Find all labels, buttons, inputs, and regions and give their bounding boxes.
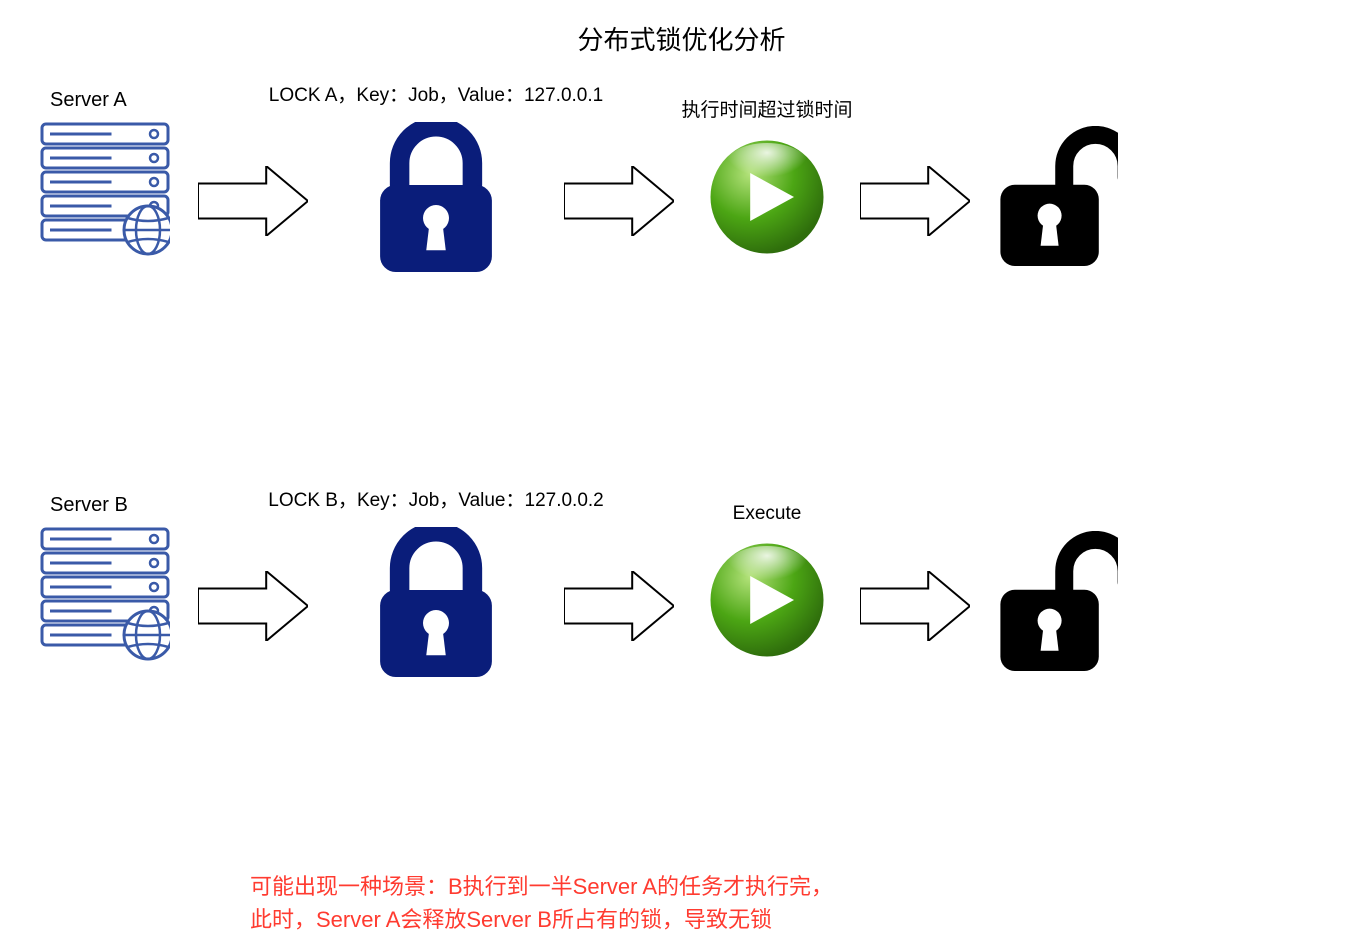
play-a-block: 执行时间超过锁时间 (692, 95, 842, 262)
server-b-label: Server B (50, 494, 128, 517)
arrow-b2 (564, 571, 674, 646)
play-icon (707, 540, 827, 665)
flow-row-a: Server A LOCK A，Key：Job，Value：127.0.0.1 … (30, 80, 1128, 277)
footer-note: 可能出现一种场景：B执行到一半Server A的任务才执行完， 此时，Serve… (250, 870, 833, 936)
lock-a-label: LOCK A，Key：Job，Value：127.0.0.1 (269, 80, 603, 107)
server-icon (40, 122, 170, 269)
arrow-b1 (198, 571, 308, 646)
server-b-block: Server B (30, 494, 180, 674)
server-a-block: Server A (30, 89, 180, 269)
play-b-block: Execute (692, 503, 842, 665)
unlock-a-block (988, 126, 1128, 271)
lock-b-label: LOCK B，Key：Job，Value：127.0.0.2 (268, 485, 604, 512)
page-title: 分布式锁优化分析 (577, 20, 785, 57)
lock-b-block: LOCK B，Key：Job，Value：127.0.0.2 (326, 485, 546, 682)
arrow-a3 (860, 166, 970, 241)
lock-open-icon (998, 126, 1118, 271)
arrow-a1 (198, 166, 308, 241)
arrow-a2 (564, 166, 674, 241)
play-a-label: 执行时间超过锁时间 (682, 95, 853, 122)
play-b-label: Execute (733, 503, 802, 525)
lock-a-block: LOCK A，Key：Job，Value：127.0.0.1 (326, 80, 546, 277)
lock-open-icon (998, 531, 1118, 676)
arrow-b3 (860, 571, 970, 646)
play-icon (707, 137, 827, 262)
server-icon (40, 527, 170, 674)
server-a-label: Server A (50, 89, 127, 112)
flow-row-b: Server B LOCK B，Key：Job，Value：127.0.0.2 … (30, 485, 1128, 682)
lock-closed-icon (371, 527, 501, 682)
footer-line1: 可能出现一种场景：B执行到一半Server A的任务才执行完， (250, 870, 833, 903)
lock-closed-icon (371, 122, 501, 277)
unlock-b-block (988, 531, 1128, 676)
footer-line2: 此时，Server A会释放Server B所占有的锁，导致无锁 (250, 903, 833, 936)
